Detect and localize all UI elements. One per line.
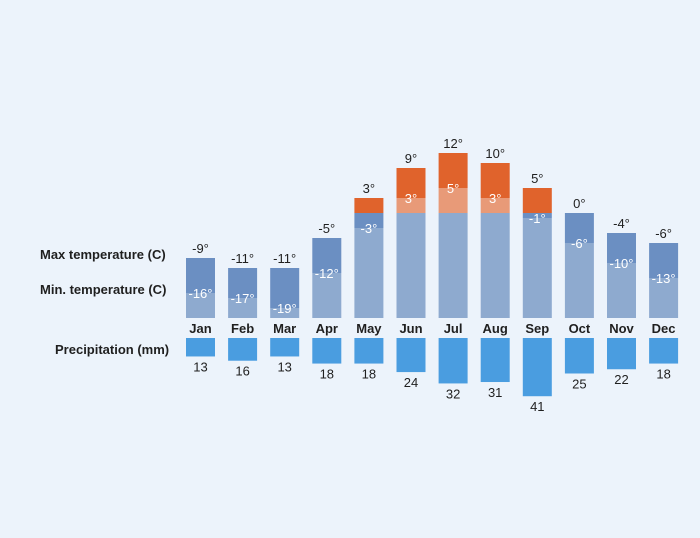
min-temp-label-jul: 5°: [447, 181, 459, 196]
month-label-jan: Jan: [189, 321, 211, 336]
precip-bar-aug: [480, 338, 510, 383]
min-temp-label-feb: -17°: [231, 291, 255, 306]
min-temp-bar-jun: [396, 213, 426, 318]
precip-label-jun: 24: [404, 375, 418, 390]
max-temp-label-oct: 0°: [573, 196, 585, 211]
max-temp-label-jun: 9°: [405, 151, 417, 166]
precip-bar-jun: [396, 338, 426, 373]
max-temp-bar-dec: [649, 243, 679, 278]
precip-label-feb: 16: [235, 364, 249, 379]
precip-label-dec: 18: [656, 367, 670, 382]
max-temp-label-nov: -4°: [613, 216, 630, 231]
max-temp-label-dec: -6°: [655, 226, 672, 241]
month-label-jun: Jun: [399, 321, 422, 336]
precip-bar-mar: [270, 338, 300, 357]
min-temp-bar-oct: [564, 243, 594, 318]
max-temp-label-jan: -9°: [192, 241, 209, 256]
min-temp-label-oct: -6°: [571, 236, 588, 251]
precip-label-apr: 18: [320, 367, 334, 382]
min-temp-bar-nov: [607, 263, 636, 318]
precip-bar-may: [354, 338, 384, 364]
month-label-may: May: [356, 321, 382, 336]
max-temp-label-may: 3°: [363, 181, 375, 196]
min-temp-label-dec: -13°: [652, 271, 676, 286]
max-temp-bar-jul: [438, 153, 468, 188]
max-temp-bar-jun: [396, 168, 426, 198]
min-temp-bar-warm-jun: [396, 198, 426, 213]
min-temp-bar-sep: [522, 218, 552, 318]
max-temp-bar-mar: [270, 268, 300, 308]
precip-bar-nov: [607, 338, 636, 370]
precip-label-aug: 31: [488, 385, 502, 400]
month-label-apr: Apr: [316, 321, 338, 336]
min-temp-bar-may: [354, 228, 384, 318]
month-label-dec: Dec: [652, 321, 676, 336]
min-temp-bar-jul: [438, 213, 468, 318]
min-temp-label-jun: 3°: [405, 191, 417, 206]
precip-label-jul: 32: [446, 386, 460, 401]
max-temp-row-label: Max temperature (C): [40, 247, 166, 262]
max-temp-label-apr: -5°: [318, 221, 335, 236]
max-temp-bar-aug: [480, 163, 510, 198]
precip-bar-jan: [186, 338, 215, 357]
max-temp-label-mar: -11°: [273, 251, 296, 266]
max-temp-bar-may: [354, 198, 384, 213]
max-temp-label-sep: 5°: [531, 171, 543, 186]
month-label-jul: Jul: [444, 321, 463, 336]
min-temp-label-aug: 3°: [489, 191, 501, 206]
precip-label-sep: 41: [530, 399, 544, 414]
precipitation-row-label: Precipitation (mm): [55, 342, 170, 357]
min-temp-bar-warm-jul: [438, 188, 468, 213]
month-label-mar: Mar: [273, 321, 296, 336]
month-label-feb: Feb: [231, 321, 254, 336]
min-temp-row-label: Min. temperature (C): [40, 282, 167, 297]
precip-label-nov: 22: [614, 372, 628, 387]
max-temp-bar-nov: [607, 233, 636, 263]
precip-bar-oct: [564, 338, 594, 374]
max-temp-bar-apr: [312, 238, 342, 273]
min-temp-bar-jan: [186, 293, 215, 318]
max-temp-label-feb: -11°: [231, 251, 254, 266]
max-temp-bar-jan: [186, 258, 215, 293]
max-temp-bar-cold-may: [354, 213, 384, 228]
max-temp-label-jul: 12°: [443, 136, 463, 151]
min-temp-bar-apr: [312, 273, 342, 318]
min-temp-bar-dec: [649, 278, 679, 318]
min-temp-label-may: -3°: [361, 221, 378, 236]
precip-bar-dec: [649, 338, 679, 364]
precip-label-may: 18: [362, 367, 376, 382]
precip-label-mar: 13: [277, 359, 291, 374]
max-temp-label-aug: 10°: [485, 146, 505, 161]
min-temp-label-apr: -12°: [315, 266, 339, 281]
max-temp-bar-sep: [522, 188, 552, 213]
precip-bar-feb: [228, 338, 258, 361]
min-temp-label-nov: -10°: [610, 256, 634, 271]
precip-bar-sep: [522, 338, 552, 397]
min-temp-label-mar: -19°: [273, 301, 297, 316]
max-temp-bar-feb: [228, 268, 258, 298]
month-label-nov: Nov: [609, 321, 634, 336]
month-label-aug: Aug: [483, 321, 508, 336]
precip-label-jan: 13: [193, 359, 207, 374]
precip-label-oct: 25: [572, 377, 586, 392]
min-temp-bar-aug: [480, 213, 510, 318]
min-temp-label-jan: -16°: [189, 286, 213, 301]
min-temp-label-sep: -1°: [529, 211, 546, 226]
max-temp-bar-cold-sep: [522, 213, 552, 218]
precip-bar-apr: [312, 338, 342, 364]
month-label-sep: Sep: [525, 321, 549, 336]
precip-bar-jul: [438, 338, 468, 384]
min-temp-bar-mar: [270, 308, 300, 318]
max-temp-bar-oct: [564, 213, 594, 243]
min-temp-bar-warm-aug: [480, 198, 510, 213]
month-label-oct: Oct: [569, 321, 591, 336]
min-temp-bar-feb: [228, 298, 258, 318]
